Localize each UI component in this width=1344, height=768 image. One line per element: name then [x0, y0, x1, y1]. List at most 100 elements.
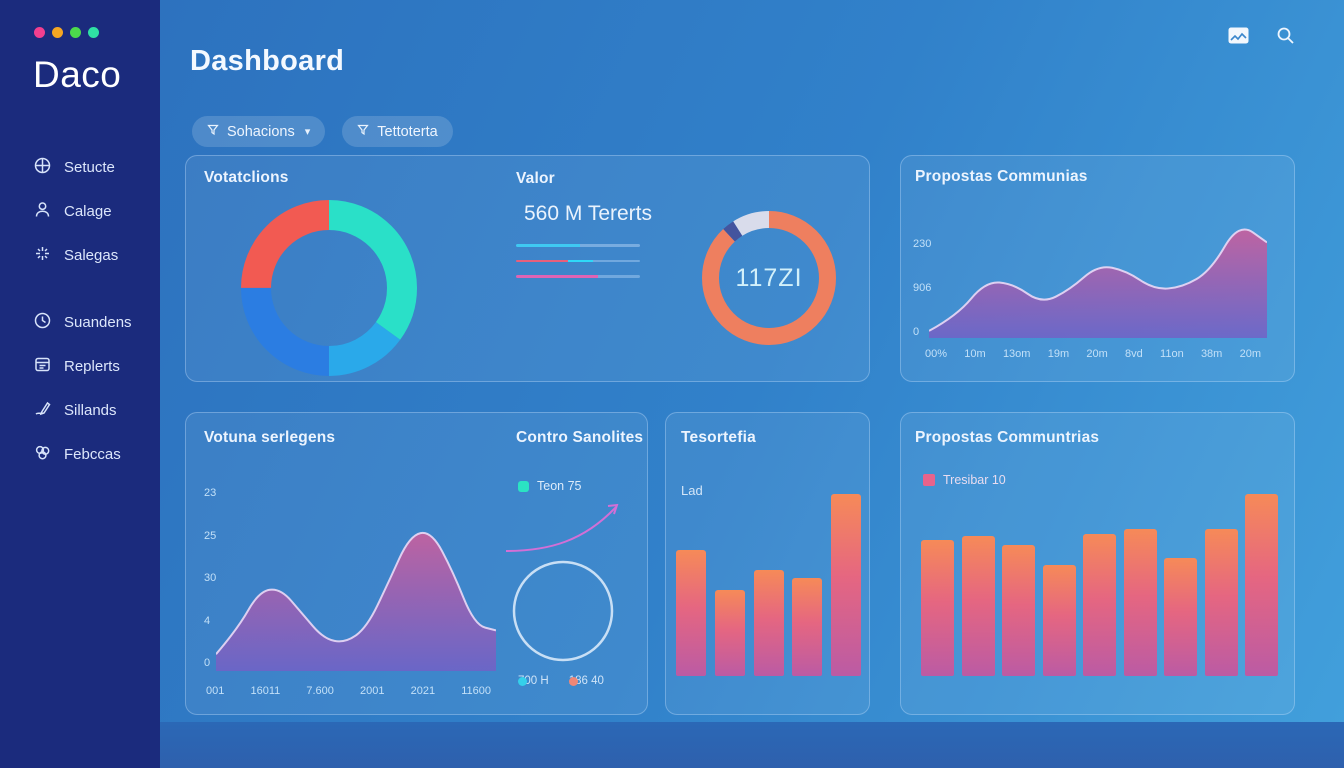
- x-tick-label: 13om: [1002, 348, 1031, 360]
- gauge-value: 117ZI: [735, 263, 803, 292]
- filter-chip-label: Sohacions: [227, 123, 295, 140]
- sidebar-item-label: Febccas: [64, 445, 121, 463]
- y-tick-label: 230: [913, 238, 932, 250]
- x-tick-label: 2021: [410, 685, 436, 697]
- sparkline-row: [516, 259, 640, 262]
- report-icon: [33, 355, 52, 378]
- valor-sparklines: [516, 244, 640, 291]
- page-title: Dashboard: [190, 45, 345, 77]
- sidebar-item-suandens[interactable]: Suandens: [0, 300, 160, 344]
- y-axis-labels: 23 25 30 4 0: [204, 487, 216, 669]
- sidebar-item-febccas[interactable]: Febccas: [0, 432, 160, 476]
- contro-legend-top: Teon 75: [518, 479, 581, 493]
- sidebar-item-label: Suandens: [64, 313, 132, 331]
- gauge-chart: 117ZI: [702, 211, 836, 345]
- sparkline-segment: [516, 244, 581, 247]
- sparkline-row: [516, 275, 640, 278]
- contro-title: Contro Sanolites: [516, 429, 644, 446]
- x-tick-label: 20m: [1239, 348, 1261, 360]
- bar: [831, 494, 861, 676]
- x-tick-label: 8vd: [1125, 348, 1143, 360]
- tesortefia-label: Lad: [681, 483, 703, 498]
- filter-chip-sohacions[interactable]: Sohacions ▾: [192, 116, 326, 147]
- legend-item: 186 40: [568, 675, 604, 687]
- sparkline-segment: [592, 259, 640, 262]
- x-axis-labels: 001 16011 7.600 2001 2021 11600: [206, 685, 491, 697]
- flower-icon: [33, 443, 52, 466]
- y-tick-label: 0: [204, 657, 211, 669]
- x-tick-label: 001: [206, 685, 225, 697]
- pink-legend-icon: [923, 474, 935, 486]
- y-tick-label: 30: [204, 572, 217, 584]
- y-axis-labels: 230 906 0: [913, 238, 931, 338]
- filter-icon: [357, 124, 369, 140]
- sidebar-item-calage[interactable]: Calage: [0, 189, 160, 233]
- sidebar-nav: Setucte Calage Salegas: [0, 145, 160, 476]
- trend-arrow-icon: [504, 493, 634, 568]
- app-logo: Daco: [33, 54, 122, 95]
- sparkline-segment: [597, 275, 640, 278]
- bar: [792, 577, 823, 676]
- bar: [714, 590, 745, 676]
- sidebar-item-label: Calage: [64, 202, 112, 220]
- cyan-dot-icon: [518, 676, 527, 686]
- y-tick-label: 23: [204, 487, 217, 499]
- search-icon[interactable]: [1276, 26, 1295, 45]
- history-icon: [33, 311, 52, 334]
- valor-title: Valor: [516, 170, 555, 187]
- x-tick-label: 2001: [360, 685, 385, 697]
- header-actions: [1228, 26, 1295, 45]
- legend-label: Tresibar 10: [943, 473, 1006, 487]
- tesortefia-bar-chart: [676, 494, 861, 676]
- sparkline-segment: [516, 275, 598, 278]
- x-tick-label: 38m: [1200, 348, 1223, 360]
- sidebar-item-setucte[interactable]: Setucte: [0, 145, 160, 189]
- filter-icon: [207, 124, 219, 140]
- propostas-bottom-title: Propostas Communtrias: [915, 429, 1100, 446]
- sidebar-item-salegas[interactable]: Salegas: [0, 233, 160, 277]
- bar: [921, 539, 954, 676]
- bar: [1083, 534, 1116, 676]
- sidebar-item-sillands[interactable]: Sillands: [0, 388, 160, 432]
- bar: [1123, 528, 1157, 676]
- x-tick-label: 7.600: [306, 685, 334, 697]
- sidebar-item-label: Sillands: [64, 401, 117, 419]
- legend-item: 700 H: [518, 675, 549, 687]
- y-tick-label: 25: [204, 529, 217, 542]
- card-overview: Votatclions Valor 560 M Tererts 117ZI: [185, 155, 870, 382]
- card-propostas-communias: Propostas Communias 230 906 0 00% 10m 13om 19…: [900, 155, 1295, 382]
- contro-legend-bottom: 700 H 186 40: [518, 675, 604, 687]
- propostas-bottom-legend: Tresibar 10: [923, 473, 1006, 487]
- x-tick-label: 20m: [1086, 348, 1108, 360]
- sidebar-item-label: Replerts: [64, 357, 120, 375]
- x-tick-label: 19m: [1047, 348, 1070, 360]
- filter-chip-tettoterta[interactable]: Tettoterta: [342, 116, 453, 147]
- footer-band: [160, 722, 1344, 768]
- y-tick-label: 4: [204, 614, 211, 627]
- dot-teal-icon: [88, 27, 99, 38]
- bar: [1245, 494, 1278, 676]
- propostas-bar-chart: [921, 494, 1278, 676]
- sidebar-item-replerts[interactable]: Replerts: [0, 344, 160, 388]
- message-icon[interactable]: [1228, 27, 1249, 44]
- y-tick-label: 906: [913, 282, 932, 294]
- gauge-ring: [702, 211, 836, 350]
- sidebar-item-label: Salegas: [64, 246, 119, 264]
- legend-label: Teon 75: [537, 479, 582, 493]
- user-icon: [33, 200, 52, 223]
- sidebar-item-label: Setucte: [64, 158, 115, 176]
- x-tick-label: 10m: [964, 348, 986, 360]
- dot-pink-icon: [34, 27, 45, 38]
- x-axis-labels: 00% 10m 13om 19m 20m 8vd 11on 38m 20m: [925, 348, 1261, 360]
- chevron-down-icon: ▾: [304, 126, 311, 138]
- dashboard-icon: [33, 156, 52, 179]
- filter-chip-label: Tettoterta: [377, 123, 438, 140]
- sparkline-segment: [516, 259, 569, 262]
- dot-green-icon: [70, 27, 81, 38]
- bar: [1042, 564, 1076, 676]
- propostas-top-title: Propostas Communias: [915, 168, 1088, 185]
- sparkline-row: [516, 244, 640, 247]
- bar: [676, 550, 706, 676]
- bar: [961, 535, 995, 676]
